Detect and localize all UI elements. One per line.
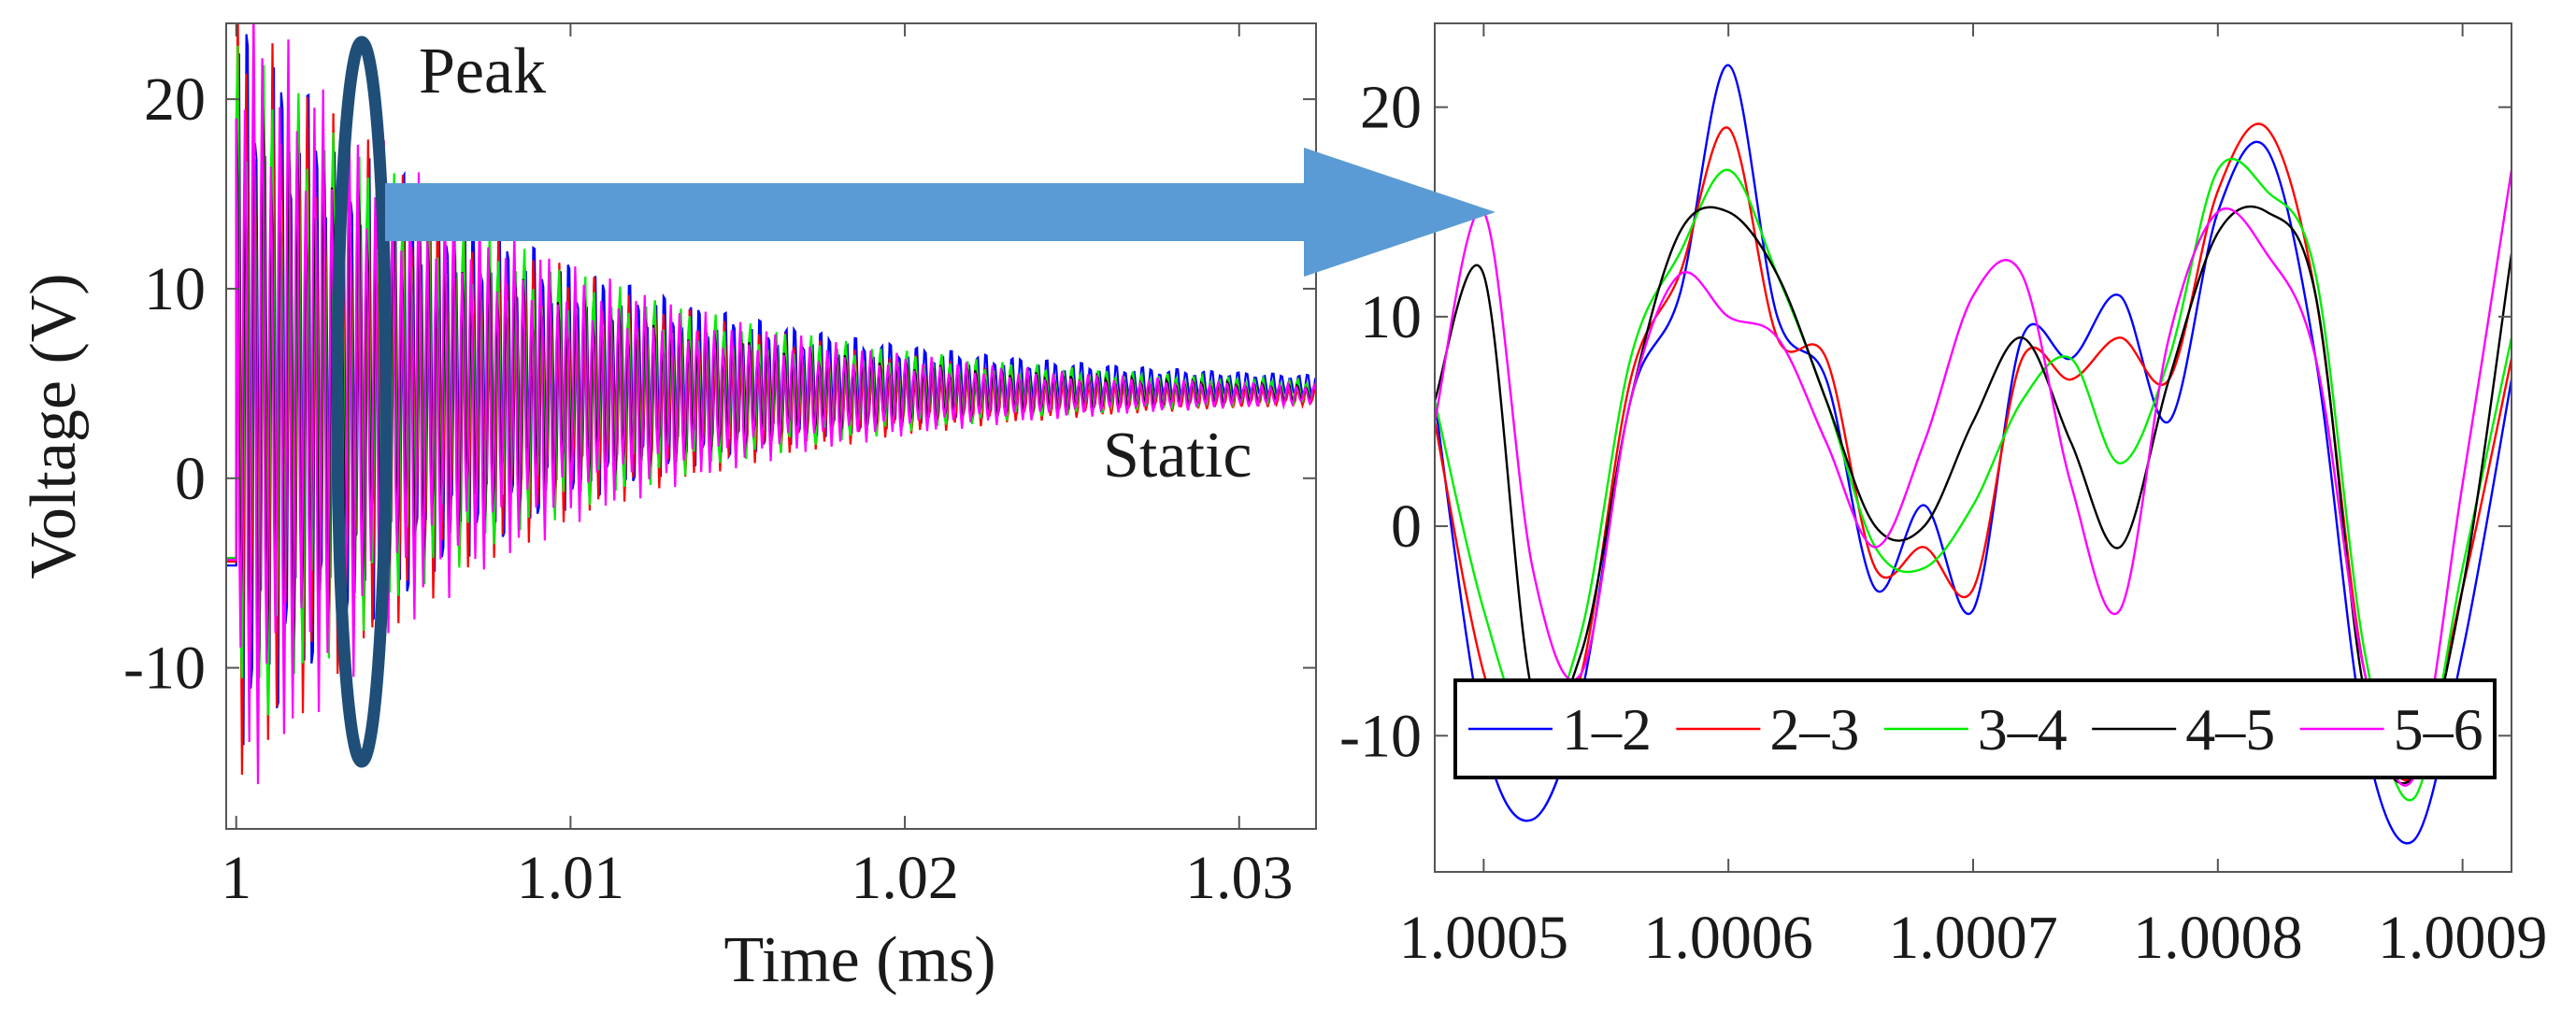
right-x-tick-label: 1.0009 (2378, 904, 2548, 972)
right-x-tick-label: 1.0007 (1888, 904, 2058, 972)
right-tick-group: 1.0005 1.0006 1.0007 1.0008 1.0009 -10 0 10 20 (1339, 23, 2547, 972)
left-x-tick-label: 1.02 (851, 844, 959, 912)
left-x-tick-label: 1.01 (517, 844, 625, 912)
right-plot-area (1435, 64, 2512, 845)
left-x-tick-label: 1 (221, 844, 251, 912)
legend: 1–2 2–3 3–4 4–5 5–6 (1453, 678, 2497, 779)
right-y-tick-label: 10 (1360, 283, 1422, 351)
right-series-line-3-4 (1435, 157, 2512, 802)
legend-label: 2–3 (1769, 696, 1859, 763)
legend-label: 3–4 (1978, 696, 2068, 763)
right-chart-panel: 1.0005 1.0006 1.0007 1.0008 1.0009 -10 0 10 20 1… (1339, 22, 2547, 972)
peak-annotation: Peak (419, 36, 546, 107)
legend-label: 4–5 (2185, 696, 2275, 763)
right-x-tick-label: 1.0008 (2133, 904, 2303, 972)
right-series-line-2-3 (1435, 122, 2512, 782)
left-y-tick-label: 0 (175, 445, 206, 513)
left-x-axis-label: Time (ms) (723, 924, 995, 996)
left-y-axis-label: Voltage (V) (18, 273, 90, 578)
legend-label: 1–2 (1562, 696, 1652, 763)
right-series-line-5-6 (1435, 169, 2512, 787)
zoom-arrow (385, 148, 1496, 277)
legend-label: 5–6 (2394, 696, 2483, 763)
left-series-line-5-6 (226, 23, 1316, 785)
right-series-line-4-5 (1435, 205, 2512, 785)
left-y-tick-label: 10 (144, 255, 206, 323)
static-annotation: Static (1103, 420, 1252, 492)
left-chart-panel: 1 1.01 1.02 1.03 -10 0 10 20 Time (ms) Voltage … (18, 22, 1317, 996)
left-axes-frame (225, 22, 1317, 830)
right-x-tick-label: 1.0005 (1399, 904, 1569, 972)
left-plot-area (226, 23, 1316, 785)
left-x-tick-label: 1.03 (1185, 844, 1294, 912)
right-x-tick-label: 1.0006 (1643, 904, 1813, 972)
right-y-tick-label: 0 (1391, 492, 1422, 561)
right-y-tick-label: -10 (1339, 702, 1422, 770)
right-y-tick-label: 20 (1360, 74, 1422, 142)
peak-highlight-ellipse (331, 36, 393, 768)
left-y-tick-label: -10 (123, 635, 206, 703)
left-tick-group: 1 1.01 1.02 1.03 -10 0 10 20 (123, 23, 1316, 912)
left-y-tick-label: 20 (144, 65, 206, 134)
